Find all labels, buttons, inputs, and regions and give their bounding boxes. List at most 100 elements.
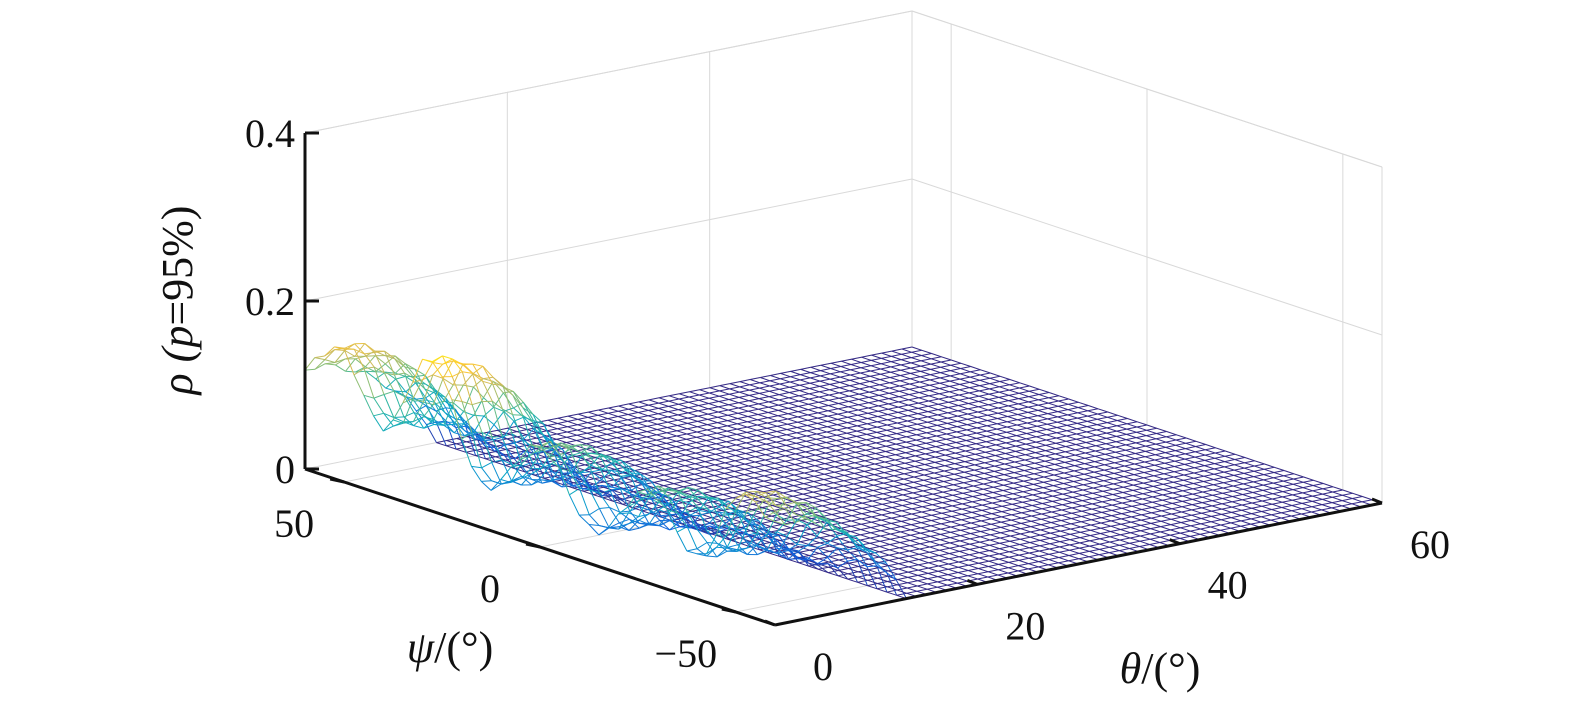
mesh-segment: [1001, 511, 1012, 516]
mesh-segment: [1291, 502, 1303, 506]
mesh-segment: [1019, 544, 1030, 549]
mesh-segment: [853, 483, 864, 488]
mesh-segment: [754, 472, 765, 477]
mesh-segment: [472, 373, 484, 380]
mesh-segment: [1028, 404, 1039, 408]
mesh-segment: [596, 433, 608, 437]
mesh-segment: [453, 402, 464, 412]
mesh-segment: [800, 530, 811, 535]
mesh-segment: [948, 396, 959, 401]
mesh-segment: [699, 530, 711, 535]
mesh-segment: [947, 412, 958, 417]
mesh-segment: [987, 409, 999, 414]
mesh-segment: [927, 419, 938, 423]
mesh-segment: [867, 572, 879, 576]
mesh-segment: [780, 370, 791, 374]
mesh-segment: [843, 478, 854, 482]
mesh-segment: [646, 434, 657, 438]
mesh-segment: [828, 405, 839, 410]
mesh-segment: [1077, 420, 1088, 424]
mesh-segment: [626, 429, 638, 435]
mesh-segment: [957, 418, 968, 422]
mesh-segment: [1014, 466, 1025, 471]
mesh-segment: [1332, 489, 1343, 493]
mesh-segment: [978, 404, 989, 408]
mesh-segment: [969, 538, 981, 543]
mesh-segment: [708, 395, 720, 399]
mesh-segment: [844, 474, 855, 480]
mesh-segment: [1215, 450, 1226, 454]
mesh-segment: [918, 559, 929, 564]
mesh-segment: [637, 420, 648, 424]
mesh-segment: [1252, 495, 1263, 499]
mesh-segment: [848, 395, 859, 400]
mesh-segment: [1089, 550, 1100, 556]
mesh-segment: [849, 552, 860, 557]
mesh-segment: [1085, 447, 1096, 452]
mesh-segment: [1022, 501, 1033, 506]
mesh-segment: [1203, 479, 1214, 482]
mesh-segment: [850, 362, 862, 365]
mesh-segment: [1133, 474, 1144, 479]
mesh-segment: [1086, 434, 1097, 438]
mesh-segment: [866, 428, 877, 433]
mesh-segment: [998, 402, 1009, 407]
mesh-segment: [953, 482, 964, 486]
mesh-segment: [820, 537, 831, 542]
mesh-segment: [577, 427, 588, 431]
mesh-segment: [851, 518, 862, 522]
mesh-segment: [404, 363, 416, 377]
mesh-segment: [1029, 545, 1040, 549]
mesh-segment: [1021, 507, 1032, 512]
mesh-segment: [778, 404, 789, 409]
mesh-segment: [964, 461, 975, 466]
mesh-segment: [546, 430, 558, 435]
mesh-segment: [836, 429, 847, 434]
mesh-segment: [1283, 470, 1295, 475]
mesh-segment: [626, 433, 637, 437]
mesh-segment: [853, 488, 864, 493]
mesh-segment: [365, 366, 376, 373]
mesh-segment: [881, 514, 892, 519]
mesh-segment: [1009, 387, 1020, 391]
mesh-segment: [785, 444, 796, 450]
mesh-segment: [1052, 500, 1063, 506]
mesh-segment: [1051, 516, 1062, 521]
mesh-segment: [775, 457, 786, 462]
mesh-segment: [597, 425, 608, 430]
mesh-segment: [988, 569, 999, 573]
mesh-segment: [1045, 455, 1056, 460]
mesh-segment: [714, 472, 725, 476]
mesh-segment: [819, 380, 830, 385]
mesh-segment: [1184, 456, 1196, 460]
mesh-segment: [1035, 441, 1046, 446]
mesh-segment: [1054, 469, 1065, 474]
mesh-segment: [688, 399, 699, 403]
mesh-segment: [891, 353, 902, 357]
mesh-segment: [998, 561, 1009, 565]
mesh-segment: [1084, 457, 1095, 463]
mesh-segment: [987, 571, 999, 576]
mesh-segment: [924, 464, 935, 469]
mesh-segment: [923, 483, 934, 487]
mesh-segment: [774, 466, 785, 469]
mesh-segment: [1037, 407, 1049, 411]
mesh-segment: [948, 568, 959, 573]
mesh-segment: [1066, 435, 1077, 440]
mesh-segment: [739, 379, 751, 383]
mesh-segment: [1174, 455, 1186, 460]
mesh-segment: [736, 549, 748, 555]
mesh-segment: [938, 396, 949, 400]
mesh-segment: [1116, 425, 1127, 430]
mesh-segment: [1105, 441, 1117, 445]
mesh-segment: [799, 384, 810, 389]
mesh-segment: [754, 475, 765, 479]
mesh-segment: [527, 423, 538, 428]
mesh-segment: [916, 588, 928, 592]
mesh-segment: [749, 382, 760, 386]
mesh-segment: [684, 465, 695, 470]
mesh-segment: [666, 440, 677, 444]
mesh-segment: [609, 507, 620, 513]
mesh-segment: [1134, 468, 1145, 473]
mesh-segment: [807, 422, 818, 426]
